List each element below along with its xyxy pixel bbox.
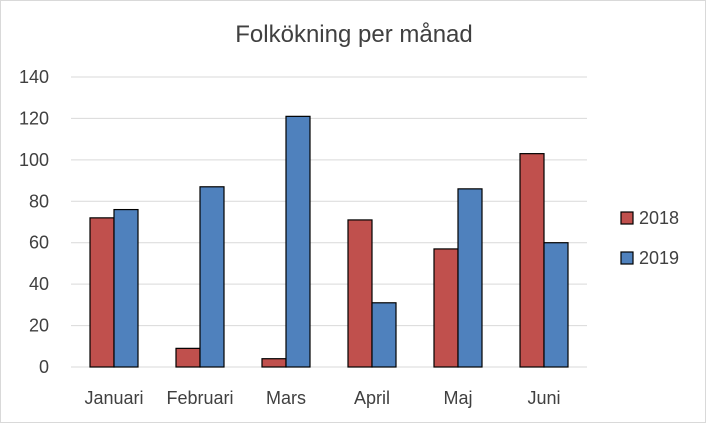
bar-2018-april (347, 219, 373, 368)
bar-series (89, 115, 569, 368)
x-tick-label: Maj (443, 388, 472, 408)
bar-2019-april (371, 302, 397, 368)
legend-swatch-2018 (620, 211, 634, 225)
y-tick-label: 140 (19, 67, 49, 87)
grid-lines (71, 76, 587, 368)
y-tick-label: 0 (39, 357, 49, 377)
legend-label-2018: 2018 (639, 208, 679, 228)
x-axis-tick-labels: Januari Februari Mars April Maj Juni (84, 388, 560, 408)
y-tick-label: 20 (29, 316, 49, 336)
y-tick-label: 100 (19, 150, 49, 170)
bar-2019-juni (543, 242, 569, 368)
bar-2019-mars (285, 115, 311, 368)
x-tick-label: Januari (84, 388, 143, 408)
x-tick-label: Mars (266, 388, 306, 408)
y-axis-tick-labels: 0 20 40 60 80 100 120 140 (19, 67, 49, 377)
x-tick-label: Februari (166, 388, 233, 408)
y-tick-label: 120 (19, 108, 49, 128)
y-tick-label: 60 (29, 233, 49, 253)
bar-2019-januari (113, 208, 139, 368)
y-tick-label: 80 (29, 191, 49, 211)
bar-2018-januari (89, 217, 115, 368)
bar-2018-februari (175, 347, 201, 368)
x-tick-label: April (354, 388, 390, 408)
bar-2019-maj (457, 188, 483, 368)
bar-2018-juni (519, 153, 545, 368)
bar-2019-februari (199, 186, 225, 368)
y-tick-label: 40 (29, 274, 49, 294)
x-tick-label: Juni (527, 388, 560, 408)
legend: 2018 2019 (620, 208, 679, 268)
chart-title: Folkökning per månad (235, 21, 472, 48)
bar-2018-mars (261, 358, 287, 368)
legend-swatch-2019 (620, 251, 634, 265)
legend-label-2019: 2019 (639, 248, 679, 268)
bar-2018-maj (433, 248, 459, 368)
